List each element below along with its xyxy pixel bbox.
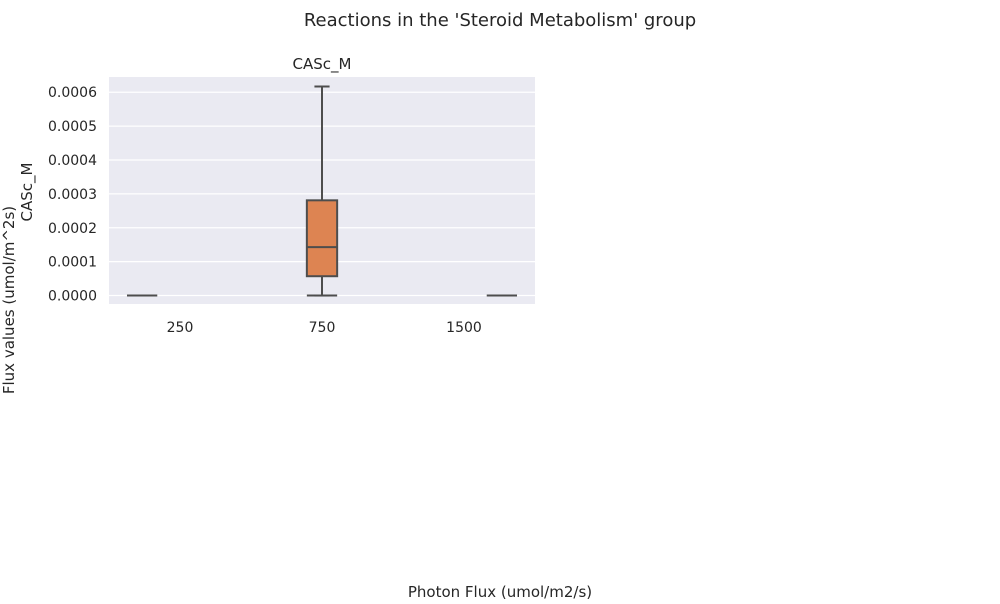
subplot-casc-m: 0.0000 0.0001 0.0002 0.0003 0.0004 0.0005 0.00… bbox=[18, 55, 535, 336]
y-tick-label: 0.0005 bbox=[48, 119, 97, 135]
y-tick-label: 0.0000 bbox=[48, 289, 97, 305]
boxes bbox=[126, 85, 518, 297]
y-tick-label: 0.0004 bbox=[48, 153, 97, 169]
x-tick-label: 1500 bbox=[446, 320, 482, 336]
subplot-ylabel: CASc_M bbox=[18, 163, 37, 222]
box-iqr bbox=[305, 199, 339, 278]
figure-suptitle: Reactions in the 'Steroid Metabolism' gr… bbox=[304, 10, 696, 31]
x-axis-ticks: 250 750 1500 bbox=[167, 320, 482, 336]
y-axis-ticks: 0.0000 0.0001 0.0002 0.0003 0.0004 0.0005 0.00… bbox=[48, 85, 97, 304]
x-tick-label: 750 bbox=[309, 320, 336, 336]
figure-xlabel: Photon Flux (umol/m2/s) bbox=[408, 583, 592, 600]
figure-ylabel: Flux values (umol/m^2s) bbox=[0, 206, 18, 394]
y-tick-label: 0.0006 bbox=[48, 85, 97, 101]
subplot-title: CASc_M bbox=[293, 55, 352, 74]
y-tick-label: 0.0001 bbox=[48, 255, 97, 271]
box-750 bbox=[305, 85, 339, 297]
x-tick-label: 250 bbox=[167, 320, 194, 336]
y-tick-label: 0.0002 bbox=[48, 221, 97, 237]
y-tick-label: 0.0003 bbox=[48, 187, 97, 203]
